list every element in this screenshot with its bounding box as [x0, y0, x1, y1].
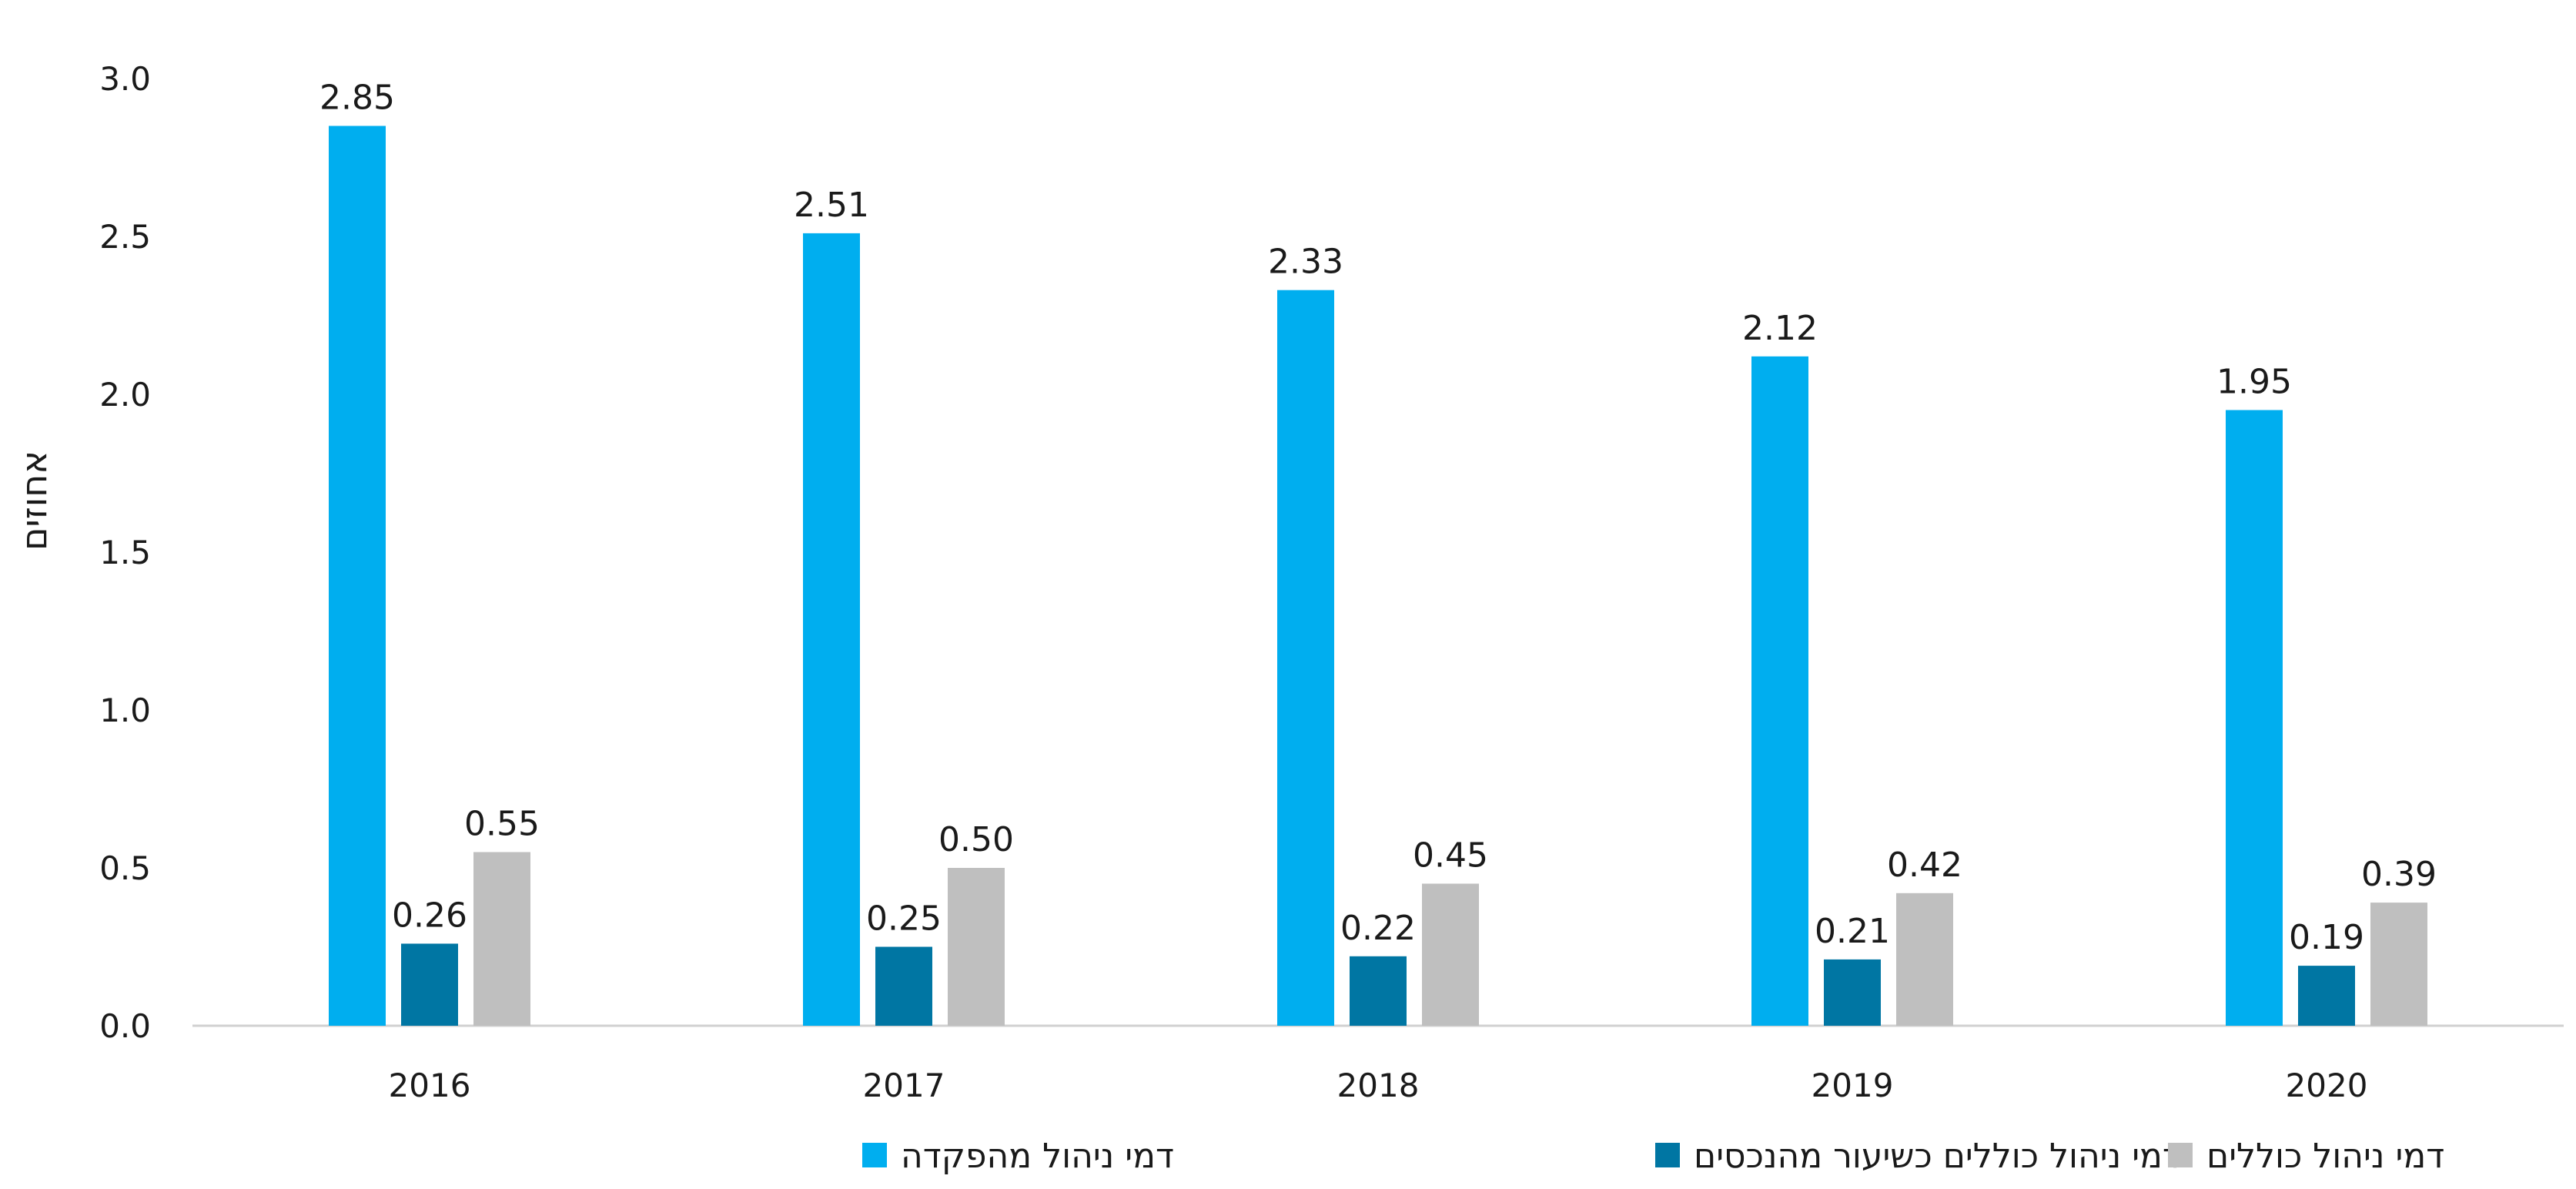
legend-item: דמי ניהול מהפקדה	[862, 1137, 1174, 1176]
x-axis-ticks: 2016 2017 2018 2019 2020	[389, 1067, 2368, 1104]
bar	[1350, 956, 1407, 1026]
data-label: 0.22	[1340, 909, 1416, 948]
legend-label: דמי ניהול מהפקדה	[901, 1137, 1174, 1176]
legend-label: דמי ניהול כוללים כשיעור מהנכסים	[1694, 1137, 2181, 1176]
data-label: 1.95	[2216, 363, 2292, 402]
bar	[1422, 883, 1479, 1026]
data-label: 0.50	[938, 820, 1014, 859]
y-tick-label: 2.5	[99, 218, 151, 256]
bar	[473, 852, 530, 1026]
x-tick-label: 2020	[2286, 1067, 2368, 1104]
bars	[329, 126, 2427, 1026]
y-axis-ticks: 0.0 0.5 1.0 1.5 2.0 2.5 3.0	[99, 60, 151, 1045]
x-tick-label: 2018	[1337, 1067, 1420, 1104]
y-tick-label: 1.5	[99, 534, 151, 571]
bar	[329, 126, 386, 1026]
data-label: 2.51	[794, 186, 869, 225]
data-label: 0.45	[1413, 836, 1488, 876]
legend-item: דמי ניהול כוללים כשיעור מהנכסים	[1655, 1137, 2181, 1176]
bar	[401, 943, 458, 1026]
data-label: 0.21	[1815, 912, 1890, 951]
data-label: 0.25	[866, 899, 942, 939]
y-axis-title: אחוזים	[13, 450, 55, 551]
x-tick-label: 2016	[389, 1067, 471, 1104]
legend-item: דמי ניהול כוללים	[2168, 1137, 2444, 1176]
data-labels: 2.85 0.26 0.55 2.51 0.25 0.50 2.33 0.22 0.45 2.12…	[319, 79, 2437, 958]
data-label: 0.55	[464, 805, 540, 844]
bar	[1751, 356, 1808, 1026]
legend-swatch	[862, 1143, 887, 1167]
data-label: 0.42	[1887, 846, 1962, 885]
bar	[1896, 893, 1953, 1026]
y-tick-label: 3.0	[99, 60, 151, 98]
data-label: 0.39	[2361, 855, 2437, 894]
y-tick-label: 0.0	[99, 1007, 151, 1045]
legend-label: דמי ניהול כוללים	[2206, 1137, 2444, 1176]
bar	[1277, 290, 1334, 1026]
data-label: 2.12	[1742, 309, 1818, 348]
y-tick-label: 0.5	[99, 849, 151, 887]
bar	[1824, 959, 1881, 1026]
bar	[2226, 410, 2283, 1026]
y-tick-label: 1.0	[99, 692, 151, 729]
data-label: 0.19	[2289, 918, 2364, 957]
legend: דמי ניהול מהפקדה דמי ניהול כוללים כשיעור …	[862, 1137, 2444, 1176]
bar	[2298, 966, 2355, 1026]
bar	[948, 868, 1005, 1026]
bar	[2370, 903, 2427, 1026]
bar	[875, 946, 932, 1026]
legend-swatch	[1655, 1143, 1680, 1167]
y-tick-label: 2.0	[99, 376, 151, 414]
bar	[803, 233, 860, 1026]
data-label: 2.33	[1268, 243, 1343, 282]
x-tick-label: 2017	[863, 1067, 945, 1104]
data-label: 2.85	[319, 79, 395, 118]
x-tick-label: 2019	[1812, 1067, 1894, 1104]
legend-swatch	[2168, 1143, 2193, 1167]
data-label: 0.26	[392, 896, 467, 935]
